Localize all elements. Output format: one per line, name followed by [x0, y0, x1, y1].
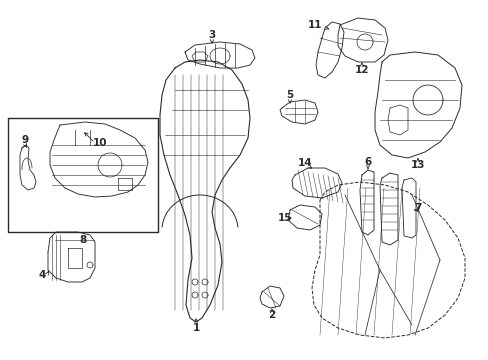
Text: 8: 8	[79, 235, 86, 245]
Text: 14: 14	[297, 158, 312, 168]
Text: 2: 2	[268, 310, 275, 320]
Text: 11: 11	[307, 20, 322, 30]
Text: 7: 7	[413, 203, 421, 213]
Text: 9: 9	[21, 135, 28, 145]
Text: 13: 13	[410, 160, 425, 170]
Text: 10: 10	[93, 138, 107, 148]
Text: 3: 3	[208, 30, 215, 40]
Text: 12: 12	[354, 65, 368, 75]
Text: 6: 6	[364, 157, 371, 167]
Text: 5: 5	[286, 90, 293, 100]
Text: 1: 1	[192, 323, 199, 333]
Text: 4: 4	[38, 270, 45, 280]
Text: 15: 15	[277, 213, 292, 223]
